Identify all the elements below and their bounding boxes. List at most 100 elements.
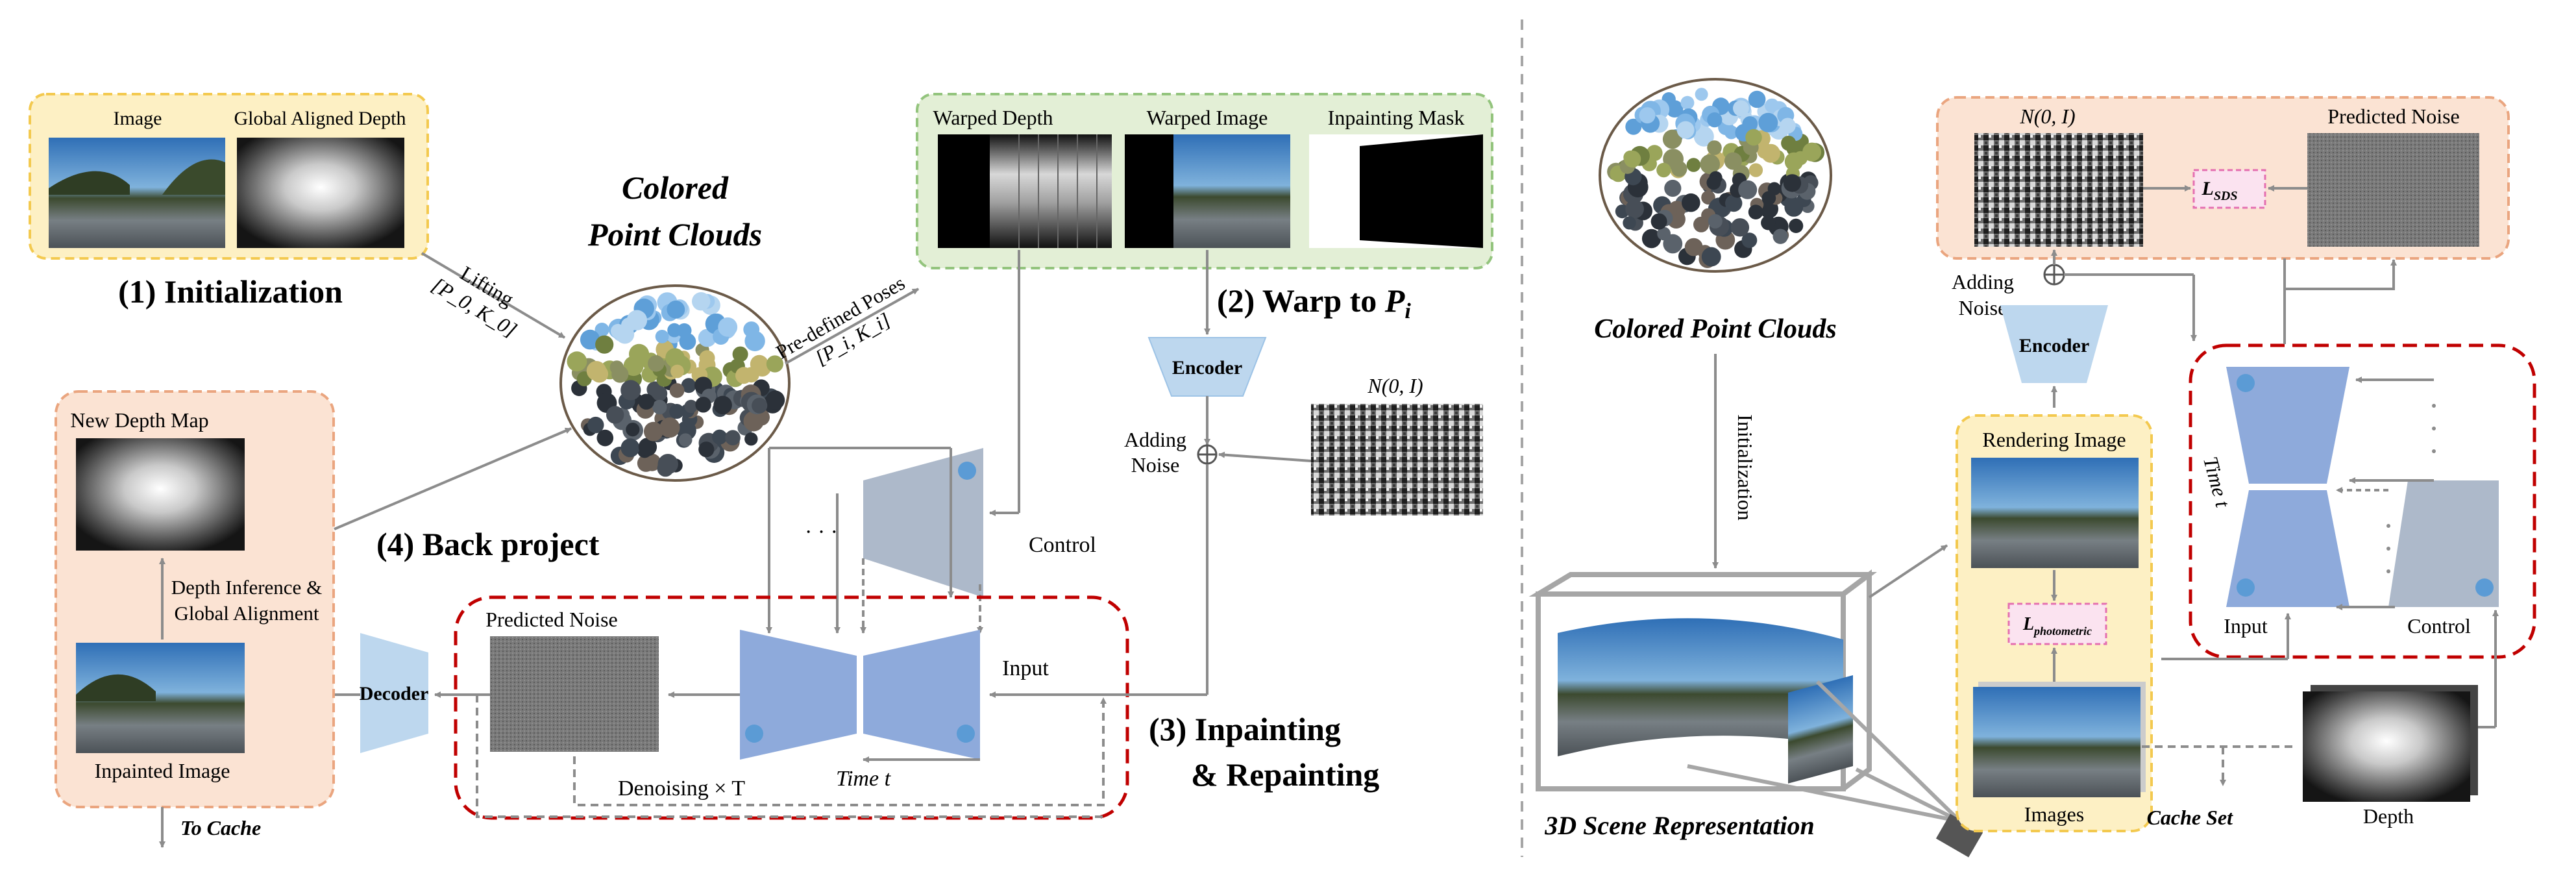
point-cloud-dot: [567, 351, 587, 372]
point-cloud-dot: [620, 438, 640, 458]
point-cloud-dot: [695, 397, 711, 413]
point-cloud-dot: [1663, 149, 1684, 169]
noise-to-adder-arrow-left: [1218, 451, 1312, 462]
lsds-label: LSDS: [2201, 178, 2237, 203]
global-aligned-depth-label: Global Aligned Depth: [234, 108, 406, 129]
time-label-left: Time t: [836, 767, 892, 791]
point-cloud-dot: [1742, 116, 1758, 132]
unet-lock-icon-right-1: [2237, 374, 2255, 392]
point-cloud-dot: [732, 346, 748, 362]
point-cloud-dot: [1682, 193, 1700, 212]
point-cloud-dot: [1625, 118, 1642, 135]
inpainting-repainting-box: [454, 595, 1129, 820]
point-cloud-dot: [646, 381, 663, 398]
inpainted-image-thumbnail: [76, 643, 245, 753]
dots-left: · · ·: [805, 520, 838, 544]
depth-inference-line2: Global Alignment: [174, 602, 319, 625]
inpainting-mask-thumbnail: [1309, 134, 1483, 248]
point-cloud-dot: [698, 329, 717, 347]
point-cloud-dot: [655, 330, 669, 343]
point-cloud-dot: [692, 292, 711, 311]
point-cloud-dot: [667, 300, 685, 319]
warped-depth-thumbnail: [938, 134, 1112, 248]
point-cloud-dot: [1789, 218, 1804, 233]
point-cloud-dot: [1802, 142, 1822, 162]
control-label-right: Control: [2407, 614, 2471, 638]
point-cloud-dot: [1662, 129, 1682, 149]
point-cloud-dot: [665, 348, 685, 367]
point-cloud-dot: [1664, 179, 1682, 197]
encoder-block-right: [2000, 305, 2108, 383]
initialization-label: Initialization: [1734, 414, 1757, 521]
point-cloud-dot: [1701, 247, 1721, 267]
encoder-block-left: [1147, 337, 1267, 397]
point-cloud-dot: [1761, 215, 1776, 230]
unet-to-predicted-arrow: [2285, 259, 2397, 290]
point-cloud-dot: [1745, 129, 1762, 146]
point-cloud-dot: [698, 441, 715, 458]
point-cloud-dot: [644, 421, 663, 441]
point-cloud-dot: [611, 366, 629, 383]
time-label-right: Time t: [2199, 454, 2235, 510]
point-cloud-dot: [1693, 126, 1714, 147]
depth-label: Depth: [2363, 804, 2414, 828]
point-cloud-dot: [1695, 88, 1708, 101]
point-cloud-dot: [1625, 199, 1645, 219]
adding-noise-label-left-line2: Noise: [1131, 453, 1180, 477]
point-cloud-dot: [638, 438, 657, 456]
point-cloud-dot: [620, 380, 641, 401]
point-cloud-dot: [1639, 107, 1656, 124]
point-cloud-dot: [669, 404, 685, 419]
point-cloud-dot: [752, 397, 768, 414]
predicted-noise-label-right: Predicted Noise: [2327, 105, 2460, 128]
point-cloud-dot: [638, 393, 654, 410]
point-cloud-dot: [1757, 142, 1773, 159]
step1-title: (1) Initialization: [118, 273, 343, 310]
decoder-block: [360, 633, 428, 753]
point-cloud-dot: [587, 416, 604, 434]
point-cloud-dot: [1641, 229, 1662, 249]
point-cloud-dot: [1765, 98, 1780, 113]
control-dots-right: [2386, 404, 2436, 573]
point-cloud-dot: [1730, 218, 1750, 237]
point-cloud-dot: [1784, 152, 1804, 171]
unet-decoder-left: [863, 630, 980, 760]
encoder-label-left: Encoder: [1172, 357, 1242, 379]
point-cloud-title-line2: Point Clouds: [587, 216, 762, 253]
input-image-thumbnail: [49, 138, 225, 248]
point-cloud-dot: [1708, 214, 1723, 229]
point-cloud-dot: [1663, 234, 1683, 254]
global-aligned-depth-thumbnail: [237, 138, 404, 248]
point-cloud-dot: [1623, 216, 1636, 230]
point-cloud-dot: [712, 429, 728, 445]
point-cloud-dot: [1724, 125, 1739, 140]
warped-image-label: Warped Image: [1147, 106, 1268, 129]
input-label-right: Input: [2224, 614, 2268, 638]
scene-to-rendering-arrow: [1868, 544, 1948, 599]
point-cloud-dot: [1686, 158, 1701, 172]
camera-icon: [1935, 813, 1983, 858]
control-label-left: Control: [1029, 533, 1096, 557]
inpainting-mask-label: Inpainting Mask: [1328, 106, 1465, 129]
point-cloud-dot: [1738, 180, 1758, 199]
point-cloud-dot: [595, 323, 609, 337]
point-cloud-dot: [648, 355, 665, 372]
sds-unet-box: [2189, 343, 2536, 659]
adding-noise-label-left-line1: Adding: [1124, 428, 1186, 451]
unet-encoder-left: [740, 630, 857, 760]
point-cloud-dot: [623, 356, 644, 377]
lphoto-label: Lphotometric: [2022, 614, 2092, 638]
point-cloud-dot: [657, 454, 678, 475]
point-cloud-dot: [744, 432, 758, 446]
point-cloud-dot: [1758, 112, 1778, 132]
point-cloud-dot: [1784, 198, 1804, 217]
images-label: Images: [2024, 802, 2084, 826]
encoder-label-right: Encoder: [2019, 335, 2089, 356]
point-cloud-title-right: Colored Point Clouds: [1594, 314, 1836, 344]
unet-lock-icon-left-2: [957, 725, 975, 743]
rendering-image-thumbnail: [1971, 458, 2139, 568]
lphoto-box: [2007, 602, 2107, 645]
point-cloud-dot: [743, 411, 764, 432]
new-depth-map-image: [76, 438, 245, 551]
point-cloud-dot: [1650, 213, 1667, 230]
